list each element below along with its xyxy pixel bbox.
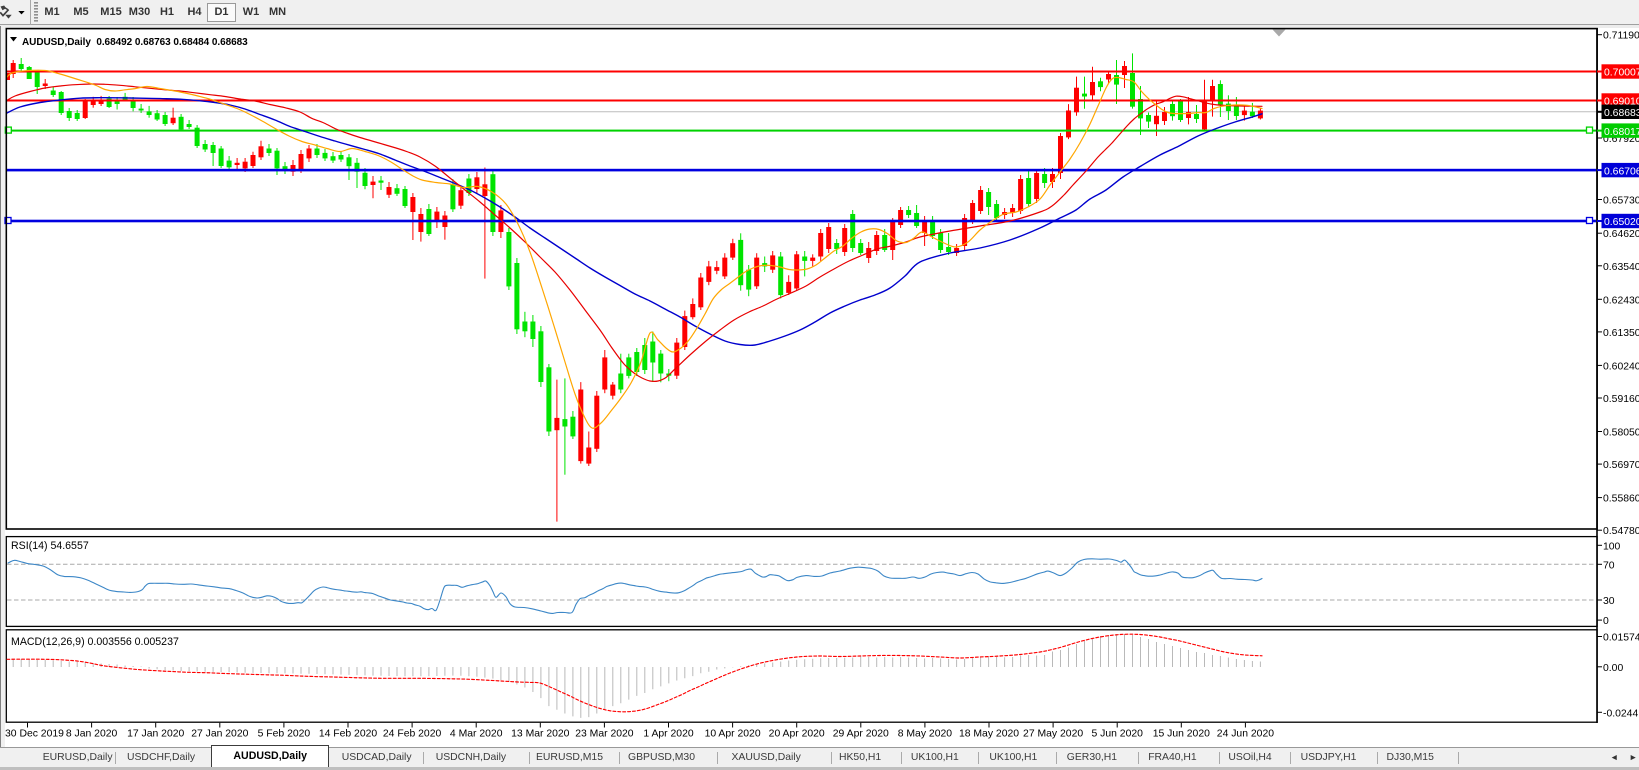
svg-text:4 Mar 2020: 4 Mar 2020 bbox=[450, 729, 503, 740]
svg-text:0.70007: 0.70007 bbox=[1604, 68, 1639, 79]
svg-text:0.65730: 0.65730 bbox=[1603, 196, 1639, 207]
svg-text:0.69010: 0.69010 bbox=[1604, 97, 1639, 108]
svg-text:0.59160: 0.59160 bbox=[1603, 394, 1639, 405]
svg-text:-0.024413: -0.024413 bbox=[1603, 708, 1639, 719]
svg-text:0.66706: 0.66706 bbox=[1604, 166, 1639, 177]
svg-text:24 Feb 2020: 24 Feb 2020 bbox=[383, 729, 442, 740]
svg-text:29 Apr 2020: 29 Apr 2020 bbox=[833, 729, 889, 740]
svg-text:24 Jun 2020: 24 Jun 2020 bbox=[1217, 729, 1274, 740]
svg-text:70: 70 bbox=[1603, 560, 1615, 571]
svg-text:0.55860: 0.55860 bbox=[1603, 494, 1639, 505]
svg-text:27 Jan 2020: 27 Jan 2020 bbox=[191, 729, 248, 740]
svg-text:17 Jan 2020: 17 Jan 2020 bbox=[127, 729, 184, 740]
svg-text:RSI(14) 54.6557: RSI(14) 54.6557 bbox=[11, 540, 89, 552]
svg-text:5 Jun 2020: 5 Jun 2020 bbox=[1091, 729, 1143, 740]
svg-text:0.00: 0.00 bbox=[1603, 663, 1623, 674]
svg-text:AUDUSD,Daily 0.68492 0.68763: AUDUSD,Daily 0.68492 0.68763 0.68484 0.6… bbox=[22, 37, 248, 48]
svg-text:100: 100 bbox=[1603, 541, 1621, 552]
svg-text:0.54780: 0.54780 bbox=[1603, 526, 1639, 537]
svg-text:0: 0 bbox=[1603, 616, 1609, 627]
svg-text:0.65020: 0.65020 bbox=[1604, 217, 1639, 228]
svg-text:30: 30 bbox=[1603, 596, 1615, 607]
svg-text:0.64620: 0.64620 bbox=[1603, 229, 1639, 240]
svg-text:MACD(12,26,9) 0.003556 0.00523: MACD(12,26,9) 0.003556 0.005237 bbox=[11, 636, 179, 648]
svg-text:0.68683: 0.68683 bbox=[1604, 108, 1639, 119]
svg-text:18 May 2020: 18 May 2020 bbox=[959, 729, 1019, 740]
svg-text:13 Mar 2020: 13 Mar 2020 bbox=[511, 729, 570, 740]
svg-text:30 Dec 2019: 30 Dec 2019 bbox=[5, 729, 64, 740]
svg-text:27 May 2020: 27 May 2020 bbox=[1023, 729, 1083, 740]
svg-text:0.015741: 0.015741 bbox=[1603, 633, 1639, 644]
svg-text:1 Apr 2020: 1 Apr 2020 bbox=[643, 729, 693, 740]
svg-text:0.60240: 0.60240 bbox=[1603, 361, 1639, 372]
svg-text:23 Mar 2020: 23 Mar 2020 bbox=[575, 729, 634, 740]
svg-text:0.67920: 0.67920 bbox=[1603, 134, 1639, 145]
svg-text:0.62430: 0.62430 bbox=[1603, 295, 1639, 306]
svg-text:20 Apr 2020: 20 Apr 2020 bbox=[769, 729, 825, 740]
svg-text:0.68017: 0.68017 bbox=[1604, 127, 1639, 138]
svg-text:5 Feb 2020: 5 Feb 2020 bbox=[258, 729, 311, 740]
svg-text:0.61350: 0.61350 bbox=[1603, 328, 1639, 339]
svg-text:0.71190: 0.71190 bbox=[1603, 31, 1639, 42]
svg-text:0.56970: 0.56970 bbox=[1603, 460, 1639, 471]
svg-text:10 Apr 2020: 10 Apr 2020 bbox=[705, 729, 761, 740]
svg-text:8 May 2020: 8 May 2020 bbox=[898, 729, 953, 740]
svg-text:0.63540: 0.63540 bbox=[1603, 262, 1639, 273]
svg-text:0.58050: 0.58050 bbox=[1603, 428, 1639, 439]
svg-text:8 Jan 2020: 8 Jan 2020 bbox=[66, 729, 118, 740]
svg-text:15 Jun 2020: 15 Jun 2020 bbox=[1153, 729, 1210, 740]
svg-text:14 Feb 2020: 14 Feb 2020 bbox=[319, 729, 378, 740]
